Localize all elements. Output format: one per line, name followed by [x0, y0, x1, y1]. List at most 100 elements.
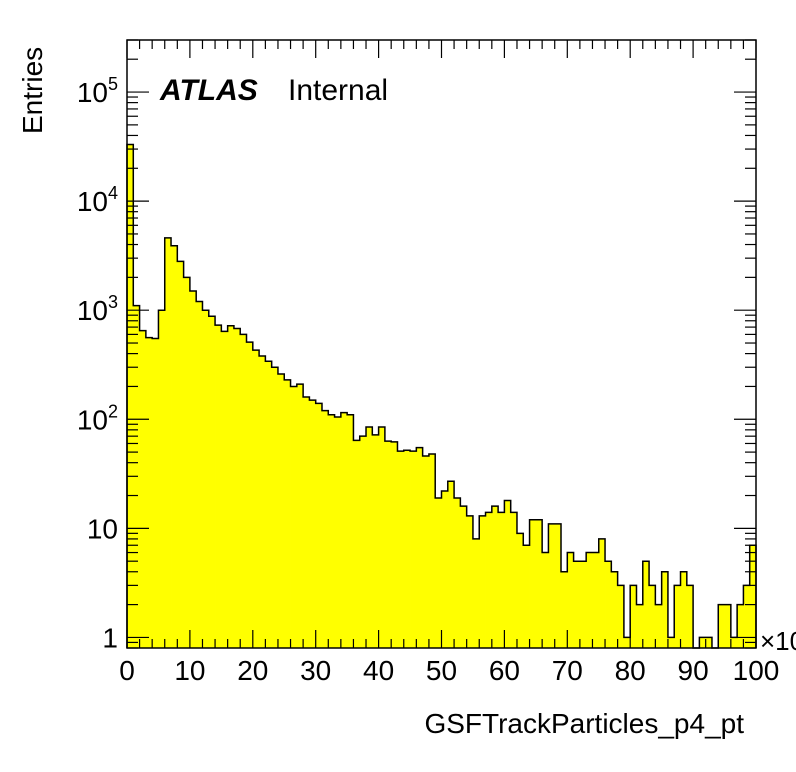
histogram-bin — [428, 454, 436, 648]
histogram-bin — [328, 414, 335, 648]
x-tick-label: 0 — [119, 655, 135, 686]
histogram-bin — [208, 316, 216, 648]
histogram-bin — [252, 350, 260, 648]
x-tick-label: 100 — [733, 655, 780, 686]
histogram-bin — [649, 585, 656, 648]
histogram-bin — [196, 301, 203, 648]
histogram-bin — [460, 506, 468, 648]
histogram-bin — [617, 585, 625, 648]
axis-ticks — [126, 39, 757, 649]
histogram-bin — [391, 441, 398, 648]
histogram-bin — [680, 571, 688, 648]
y-axis-label: Entries — [17, 47, 48, 134]
x-tick-label: 10 — [174, 655, 205, 686]
x-multiplier-label: ×10 — [760, 626, 796, 656]
histogram-bin — [127, 144, 134, 648]
histogram-bin — [504, 500, 512, 648]
histogram-bin — [737, 604, 744, 648]
histogram-bin — [340, 412, 348, 648]
x-axis-label: GSFTrackParticles_p4_pt — [424, 708, 744, 739]
histogram-bin — [309, 400, 317, 648]
histogram-bin — [152, 338, 159, 648]
histogram-bin — [586, 552, 593, 648]
histogram-bin — [554, 523, 562, 648]
histogram-bin — [240, 334, 247, 648]
histogram-bin — [730, 637, 738, 648]
histogram-bin — [435, 497, 442, 648]
x-tick-label: 50 — [426, 655, 457, 686]
histogram-bin — [573, 561, 581, 648]
histogram-bin — [743, 585, 751, 648]
histogram-bin — [674, 585, 681, 648]
histogram-bin — [661, 571, 669, 648]
y-tick-label: 10 — [87, 513, 118, 544]
histogram-bin — [315, 403, 323, 648]
histogram-bin — [491, 506, 499, 648]
y-tick-label: 104 — [77, 183, 118, 217]
x-tick-label: 70 — [552, 655, 583, 686]
histogram-bars — [127, 144, 757, 649]
histogram-bin — [271, 367, 279, 648]
histogram-bin — [630, 585, 637, 648]
histogram-bin — [221, 331, 229, 648]
x-tick-label: 80 — [615, 655, 646, 686]
histogram-bin — [403, 450, 411, 648]
histogram-bin — [611, 571, 619, 648]
histogram-bin — [699, 637, 707, 648]
histogram-bin — [636, 604, 644, 648]
histogram-bin — [410, 451, 417, 648]
x-tick-label: 40 — [363, 655, 394, 686]
histogram-bin — [598, 538, 606, 648]
histogram-bin — [724, 604, 732, 648]
histogram-bin — [655, 604, 663, 648]
histogram-bin — [296, 384, 304, 648]
histogram-bin — [510, 512, 518, 648]
histogram-bin — [378, 426, 386, 648]
y-tick-label: 105 — [77, 74, 118, 108]
histogram-bin — [227, 325, 235, 648]
histogram-bin — [479, 515, 486, 648]
histogram-bin — [189, 290, 197, 648]
histogram-bin — [290, 386, 298, 648]
histogram-bin — [145, 337, 153, 648]
histogram-bin — [705, 637, 713, 648]
histogram-bin — [592, 552, 600, 648]
histogram-bin — [454, 497, 461, 648]
x-tick-label: 60 — [489, 655, 520, 686]
histogram-bin — [246, 342, 254, 648]
histogram-bin — [422, 456, 430, 648]
histogram-bin — [561, 571, 568, 648]
histogram-bin — [284, 379, 291, 648]
histogram-bin — [397, 451, 405, 648]
y-tick-label: 1 — [102, 622, 118, 653]
histogram-bin — [233, 328, 241, 648]
histogram-bin — [498, 512, 505, 648]
histogram-bin — [529, 519, 537, 648]
histogram-bin — [441, 491, 449, 648]
y-tick-labels: 1 10 102 103 104 105 — [77, 74, 118, 653]
histogram-bin — [177, 261, 185, 648]
histogram-bin — [277, 374, 285, 648]
histogram-bin — [472, 538, 480, 648]
histogram-bin — [485, 512, 493, 648]
histogram-bin — [171, 245, 178, 648]
histogram-bin — [334, 416, 342, 648]
histogram-bin — [623, 637, 631, 648]
y-tick-label: 103 — [77, 292, 118, 326]
histogram-bin — [642, 561, 650, 648]
histogram-bin — [667, 637, 675, 648]
histogram-bin — [605, 561, 612, 648]
y-tick-label: 102 — [77, 401, 118, 435]
histogram-bin — [265, 361, 273, 648]
histogram-bin — [535, 519, 543, 648]
histogram-bin — [466, 515, 474, 648]
histogram-bin — [579, 561, 587, 648]
histogram-bin — [139, 330, 147, 648]
histogram-bin — [523, 545, 530, 648]
x-tick-label: 30 — [300, 655, 331, 686]
histogram-bin — [542, 552, 549, 648]
x-tick-labels: 0 10 20 30 40 50 60 70 80 90 100 — [119, 655, 779, 686]
histogram-bin — [384, 441, 392, 648]
histogram-bin — [347, 414, 354, 648]
